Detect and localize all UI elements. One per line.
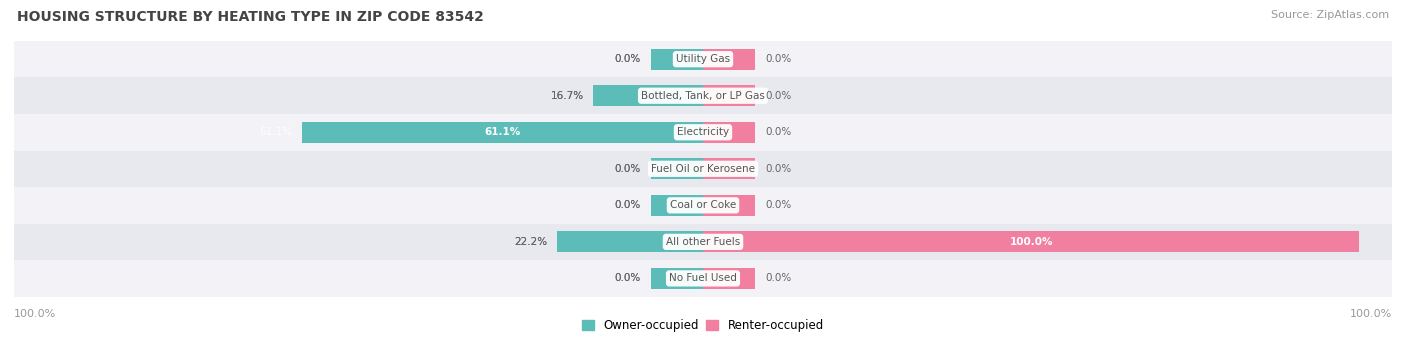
Text: 0.0%: 0.0% <box>765 273 792 283</box>
Bar <box>14 114 1392 150</box>
Text: Source: ZipAtlas.com: Source: ZipAtlas.com <box>1271 10 1389 20</box>
Text: Utility Gas: Utility Gas <box>676 54 730 64</box>
Text: Coal or Coke: Coal or Coke <box>669 200 737 210</box>
Bar <box>14 77 1392 114</box>
Text: 0.0%: 0.0% <box>614 273 641 283</box>
Text: 0.0%: 0.0% <box>614 273 641 283</box>
Bar <box>14 260 1392 297</box>
Text: 0.0%: 0.0% <box>614 164 641 174</box>
Bar <box>14 187 1392 224</box>
Bar <box>703 85 755 106</box>
Bar <box>703 268 755 289</box>
Bar <box>557 231 703 252</box>
Text: 0.0%: 0.0% <box>765 127 792 137</box>
Text: 16.7%: 16.7% <box>551 91 583 101</box>
Text: 100.0%: 100.0% <box>1350 309 1392 318</box>
Bar <box>703 158 755 179</box>
Text: 0.0%: 0.0% <box>614 54 641 64</box>
Text: 0.0%: 0.0% <box>614 200 641 210</box>
Bar <box>14 224 1392 260</box>
Text: 0.0%: 0.0% <box>765 164 792 174</box>
Bar <box>651 158 703 179</box>
Bar <box>651 49 703 70</box>
Text: Fuel Oil or Kerosene: Fuel Oil or Kerosene <box>651 164 755 174</box>
Bar <box>14 150 1392 187</box>
Bar <box>651 195 703 216</box>
Text: 0.0%: 0.0% <box>614 200 641 210</box>
Text: 100.0%: 100.0% <box>14 309 56 318</box>
Bar <box>302 122 703 143</box>
Text: 0.0%: 0.0% <box>765 91 792 101</box>
Bar <box>703 195 755 216</box>
Text: 16.7%: 16.7% <box>551 91 583 101</box>
Text: Electricity: Electricity <box>676 127 730 137</box>
Bar <box>703 49 755 70</box>
Bar <box>651 268 703 289</box>
Bar <box>703 122 755 143</box>
Text: 22.2%: 22.2% <box>515 237 547 247</box>
Text: Bottled, Tank, or LP Gas: Bottled, Tank, or LP Gas <box>641 91 765 101</box>
Text: 22.2%: 22.2% <box>515 237 547 247</box>
Bar <box>703 231 1360 252</box>
Text: 0.0%: 0.0% <box>765 200 792 210</box>
Bar <box>14 41 1392 77</box>
Legend: Owner-occupied, Renter-occupied: Owner-occupied, Renter-occupied <box>578 314 828 337</box>
Text: 100.0%: 100.0% <box>1010 237 1053 247</box>
Text: 0.0%: 0.0% <box>765 54 792 64</box>
Text: All other Fuels: All other Fuels <box>666 237 740 247</box>
Text: 61.1%: 61.1% <box>259 127 292 137</box>
Text: HOUSING STRUCTURE BY HEATING TYPE IN ZIP CODE 83542: HOUSING STRUCTURE BY HEATING TYPE IN ZIP… <box>17 10 484 24</box>
Text: No Fuel Used: No Fuel Used <box>669 273 737 283</box>
Text: 61.1%: 61.1% <box>485 127 520 137</box>
Bar <box>593 85 703 106</box>
Text: 0.0%: 0.0% <box>614 164 641 174</box>
Text: 0.0%: 0.0% <box>614 54 641 64</box>
